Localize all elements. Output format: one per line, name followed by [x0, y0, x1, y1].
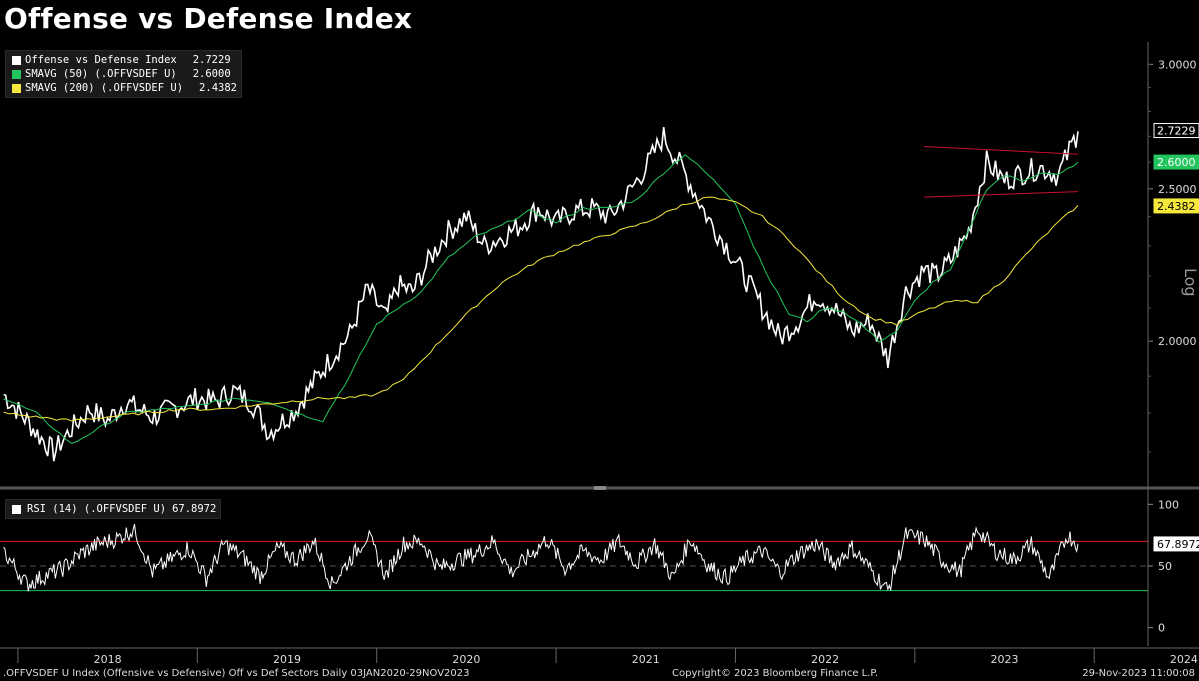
legend-item-sma200[interactable]: SMAVG (200) (.OFFVSDEF U) 2.4382: [12, 81, 237, 95]
legend-swatch: [12, 83, 21, 93]
value-tag-box: [1153, 154, 1199, 170]
x-tick-label: 2024: [1170, 653, 1198, 666]
x-tick-label: 2021: [632, 653, 660, 666]
rsi-tick-label: 100: [1158, 498, 1179, 511]
value-tag-text: 2.6000: [1157, 156, 1196, 169]
legend-value: 2.6000: [192, 68, 231, 80]
footer-copyright: Copyright© 2023 Bloomberg Finance L.P.: [672, 668, 879, 679]
value-tag-text: 2.4382: [1157, 200, 1196, 213]
x-tick-label: 2019: [273, 653, 301, 666]
footer-timestamp: 29-Nov-2023 11:00:08: [1082, 668, 1195, 679]
legend-swatch: [12, 69, 21, 79]
value-tag-box: [1153, 198, 1199, 214]
rsi-legend[interactable]: RSI (14) (.OFFVSDEF U) 67.8972: [5, 499, 222, 519]
legend-value: 2.4382: [199, 82, 237, 94]
value-tags: 2.7229 2.6000 2.4382 67.8972: [1153, 123, 1199, 552]
axes: 3.0000 2.5000 2.0000 Log 100 50 0 2018 2019 2020 2…: [0, 42, 1199, 666]
legend-value: 2.7229: [192, 54, 231, 66]
series-line-offense-vs-defense-index: [3, 126, 1079, 462]
x-tick-label: 2023: [991, 653, 1019, 666]
series-line-channel-upper: [923, 146, 1079, 155]
x-tick-label: 2020: [452, 653, 480, 666]
y-tick-label: 2.5000: [1158, 183, 1197, 196]
legend-label: SMAVG (200) (.OFFVSDEF U): [25, 82, 184, 94]
y-tick-label: 2.0000: [1158, 335, 1197, 348]
value-tag-text: 2.7229: [1157, 125, 1196, 138]
x-tick-label: 2022: [811, 653, 839, 666]
value-tag-box: [1153, 123, 1199, 139]
rsi-tick-label: 50: [1158, 560, 1172, 573]
main-legend[interactable]: Offense vs Defense Index 2.7229 SMAVG (5…: [5, 50, 242, 98]
legend-label: Offense vs Defense Index: [25, 54, 177, 66]
series-line-smavg-200-offvsdef-u-: [3, 196, 1079, 422]
rsi-panel-plot: [0, 523, 1148, 592]
legend-label: RSI (14) (.OFFVSDEF U): [27, 503, 167, 515]
series-line-smavg-50-offvsdef-u-: [3, 154, 1079, 444]
legend-value: 67.8972: [172, 503, 217, 515]
main-panel-plot: [3, 126, 1079, 462]
footer-description: .OFFVSDEF U Index (Offensive vs Defensiv…: [3, 668, 470, 679]
panel-resize-handle: [594, 486, 606, 490]
legend-swatch: [12, 504, 21, 514]
rsi-line: [3, 523, 1079, 592]
y-tick-label: 3.0000: [1158, 58, 1197, 71]
legend-item-index[interactable]: Offense vs Defense Index 2.7229: [12, 53, 237, 67]
value-tag-text: 67.8972: [1157, 538, 1199, 551]
series-line-channel-lower: [923, 191, 1079, 198]
rsi-tick-label: 0: [1158, 622, 1165, 635]
legend-item-sma50[interactable]: SMAVG (50) (.OFFVSDEF U) 2.6000: [12, 67, 237, 81]
value-tag-box: [1153, 536, 1199, 552]
axis-scale-label: Log: [1181, 268, 1199, 297]
legend-swatch: [12, 55, 21, 65]
legend-label: SMAVG (50) (.OFFVSDEF U): [25, 68, 177, 80]
chart-title: Offense vs Defense Index: [4, 2, 413, 35]
x-tick-label: 2018: [94, 653, 122, 666]
